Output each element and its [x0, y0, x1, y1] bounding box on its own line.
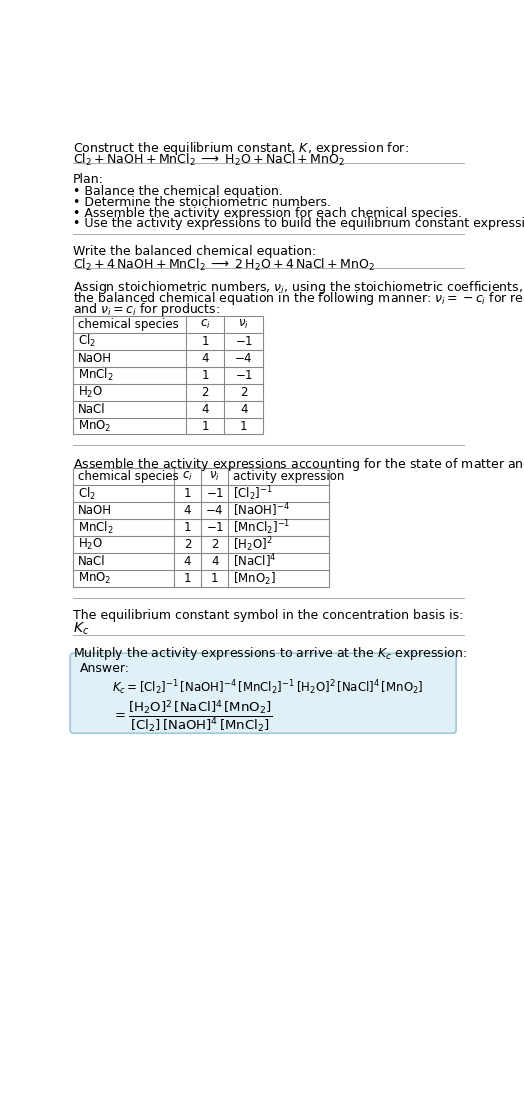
Text: $= \dfrac{[\mathrm{H_2O}]^2\,[\mathrm{NaCl}]^4\,[\mathrm{MnO_2}]}{[\mathrm{Cl_2}: $= \dfrac{[\mathrm{H_2O}]^2\,[\mathrm{Na…	[112, 699, 272, 735]
Text: NaCl: NaCl	[78, 555, 105, 568]
Text: $\mathrm{Cl_2 + 4\,NaOH + MnCl_2 \;\longrightarrow\; 2\,H_2O + 4\,NaCl + MnO_2}$: $\mathrm{Cl_2 + 4\,NaOH + MnCl_2 \;\long…	[73, 257, 375, 274]
Text: 1: 1	[184, 521, 191, 534]
Text: $[\mathrm{H_2O}]^2$: $[\mathrm{H_2O}]^2$	[233, 535, 272, 554]
Text: • Balance the chemical equation.: • Balance the chemical equation.	[73, 185, 283, 198]
Text: 1: 1	[240, 420, 247, 433]
Text: $-1$: $-1$	[205, 487, 224, 500]
Text: 4: 4	[184, 504, 191, 518]
Text: Assemble the activity expressions accounting for the state of matter and $\nu_i$: Assemble the activity expressions accoun…	[73, 456, 524, 473]
Text: Assign stoichiometric numbers, $\nu_i$, using the stoichiometric coefficients, $: Assign stoichiometric numbers, $\nu_i$, …	[73, 279, 524, 296]
Text: 1: 1	[184, 571, 191, 585]
Text: • Determine the stoichiometric numbers.: • Determine the stoichiometric numbers.	[73, 196, 331, 209]
Text: NaOH: NaOH	[78, 504, 112, 518]
Text: $\mathrm{H_2O}$: $\mathrm{H_2O}$	[78, 537, 103, 552]
Text: $\mathrm{MnO_2}$: $\mathrm{MnO_2}$	[78, 570, 111, 586]
FancyBboxPatch shape	[70, 653, 456, 733]
Text: chemical species: chemical species	[78, 470, 179, 484]
Text: $[\mathrm{NaOH}]^{-4}$: $[\mathrm{NaOH}]^{-4}$	[233, 502, 290, 520]
Text: 2: 2	[240, 386, 247, 399]
Text: $K_c$: $K_c$	[73, 621, 90, 637]
Text: $\nu_i$: $\nu_i$	[209, 470, 220, 484]
Text: $\nu_i$: $\nu_i$	[238, 318, 249, 331]
Text: $[\mathrm{MnCl_2}]^{-1}$: $[\mathrm{MnCl_2}]^{-1}$	[233, 519, 290, 537]
Text: • Use the activity expressions to build the equilibrium constant expression.: • Use the activity expressions to build …	[73, 218, 524, 231]
Text: 4: 4	[184, 555, 191, 568]
Text: NaCl: NaCl	[78, 402, 105, 415]
Bar	[73, 468, 329, 587]
Bar	[73, 315, 263, 434]
Text: $[\mathrm{MnO_2}]$: $[\mathrm{MnO_2}]$	[233, 570, 276, 587]
Text: 1: 1	[201, 335, 209, 347]
Text: NaOH: NaOH	[78, 352, 112, 365]
Text: $\mathrm{Cl_2}$: $\mathrm{Cl_2}$	[78, 333, 96, 349]
Text: 4: 4	[240, 402, 247, 415]
Text: $\mathrm{H_2O}$: $\mathrm{H_2O}$	[78, 385, 103, 400]
Text: $c_i$: $c_i$	[182, 470, 193, 484]
Text: 2: 2	[201, 386, 209, 399]
Text: Write the balanced chemical equation:: Write the balanced chemical equation:	[73, 245, 316, 258]
Text: activity expression: activity expression	[233, 470, 344, 484]
Text: 2: 2	[211, 539, 219, 551]
Text: $\mathrm{Cl_2}$: $\mathrm{Cl_2}$	[78, 486, 96, 502]
Text: 4: 4	[211, 555, 219, 568]
Text: $[\mathrm{NaCl}]^4$: $[\mathrm{NaCl}]^4$	[233, 553, 277, 570]
Text: $-1$: $-1$	[235, 368, 253, 381]
Text: • Assemble the activity expression for each chemical species.: • Assemble the activity expression for e…	[73, 207, 462, 220]
Text: Construct the equilibrium constant, $K$, expression for:: Construct the equilibrium constant, $K$,…	[73, 140, 409, 156]
Text: $\mathrm{MnO_2}$: $\mathrm{MnO_2}$	[78, 419, 111, 434]
Text: $-1$: $-1$	[235, 335, 253, 347]
Text: $c_i$: $c_i$	[200, 318, 210, 331]
Text: 1: 1	[201, 368, 209, 381]
Text: 1: 1	[184, 487, 191, 500]
Text: 4: 4	[201, 402, 209, 415]
Text: $[\mathrm{Cl_2}]^{-1}$: $[\mathrm{Cl_2}]^{-1}$	[233, 485, 272, 503]
Text: Mulitply the activity expressions to arrive at the $K_c$ expression:: Mulitply the activity expressions to arr…	[73, 645, 467, 663]
Text: 2: 2	[184, 539, 191, 551]
Text: Answer:: Answer:	[80, 663, 129, 676]
Text: $-1$: $-1$	[205, 521, 224, 534]
Text: 1: 1	[211, 571, 219, 585]
Text: chemical species: chemical species	[78, 318, 179, 331]
Text: $-4$: $-4$	[205, 504, 224, 518]
Text: the balanced chemical equation in the following manner: $\nu_i = -c_i$ for react: the balanced chemical equation in the fo…	[73, 290, 524, 307]
Text: and $\nu_i = c_i$ for products:: and $\nu_i = c_i$ for products:	[73, 300, 220, 318]
Text: The equilibrium constant symbol in the concentration basis is:: The equilibrium constant symbol in the c…	[73, 609, 464, 622]
Text: $\mathrm{Cl_2 + NaOH + MnCl_2 \;\longrightarrow\; H_2O + NaCl + MnO_2}$: $\mathrm{Cl_2 + NaOH + MnCl_2 \;\longrig…	[73, 152, 345, 168]
Text: Plan:: Plan:	[73, 174, 104, 187]
Text: $\mathrm{MnCl_2}$: $\mathrm{MnCl_2}$	[78, 367, 114, 384]
Text: $K_c = [\mathrm{Cl_2}]^{-1}\,[\mathrm{NaOH}]^{-4}\,[\mathrm{MnCl_2}]^{-1}\,[\mat: $K_c = [\mathrm{Cl_2}]^{-1}\,[\mathrm{Na…	[112, 678, 423, 697]
Text: $\mathrm{MnCl_2}$: $\mathrm{MnCl_2}$	[78, 520, 114, 535]
Text: $-4$: $-4$	[234, 352, 253, 365]
Text: 1: 1	[201, 420, 209, 433]
Text: 4: 4	[201, 352, 209, 365]
